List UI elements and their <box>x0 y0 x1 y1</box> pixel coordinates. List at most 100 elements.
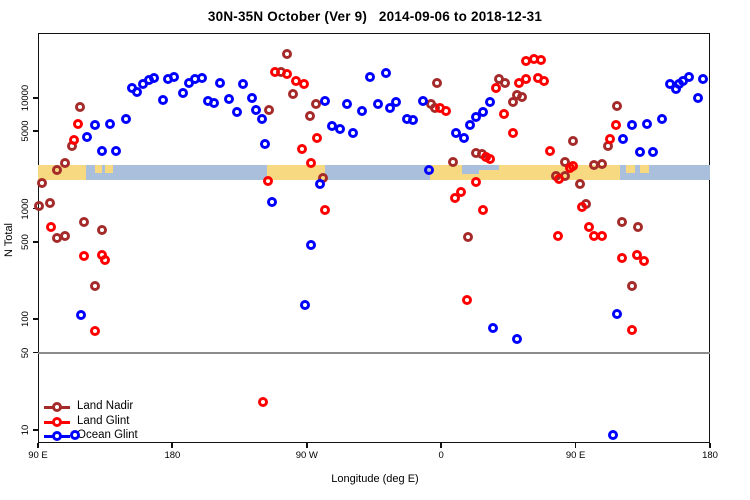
data-point-ocean-glint <box>684 71 695 82</box>
data-point-land-glint <box>610 119 621 130</box>
data-point-ocean-glint <box>464 119 475 130</box>
data-point-ocean-glint <box>131 87 142 98</box>
data-point-ocean-glint <box>237 79 248 90</box>
data-point-ocean-glint <box>693 93 704 104</box>
data-point-land-glint <box>319 204 330 215</box>
data-point-ocean-glint <box>300 300 311 311</box>
data-point-land-nadir <box>575 178 586 189</box>
data-point-land-nadir <box>89 280 100 291</box>
data-point-ocean-glint <box>418 95 429 106</box>
data-point-ocean-glint <box>315 178 326 189</box>
data-point-ocean-glint <box>246 92 257 103</box>
data-point-ocean-glint <box>348 128 359 139</box>
data-point-land-glint <box>491 83 502 94</box>
legend-item-land-glint: Land Glint <box>44 415 154 429</box>
data-point-land-glint <box>604 134 615 145</box>
y-tick-label: 1000 <box>20 198 31 220</box>
data-point-land-nadir <box>588 160 599 171</box>
x-axis-tick <box>171 443 174 448</box>
data-point-land-glint <box>470 176 481 187</box>
data-point-land-glint <box>478 204 488 215</box>
y-axis-label: N Total <box>3 222 15 258</box>
data-point-ocean-glint <box>319 95 330 106</box>
map-band-land <box>267 165 325 180</box>
data-point-land-glint <box>597 230 608 241</box>
data-point-land-glint <box>552 230 563 241</box>
plot-area-box <box>38 33 710 443</box>
data-point-ocean-glint <box>97 146 108 157</box>
data-point-land-nadir <box>567 136 578 147</box>
data-point-ocean-glint <box>627 119 638 130</box>
data-point-ocean-glint <box>512 333 523 344</box>
map-band-island <box>639 165 649 174</box>
data-point-ocean-glint <box>342 99 353 110</box>
data-point-ocean-glint <box>89 119 100 130</box>
data-point-land-glint <box>79 250 90 261</box>
data-point-ocean-glint <box>251 104 262 115</box>
chart-title: 30N-35N October (Ver 9) 2014-09-06 to 20… <box>207 9 543 24</box>
legend-label: Ocean Glint <box>77 429 138 441</box>
map-band-land <box>38 165 86 180</box>
legend-marker-ring <box>52 416 62 427</box>
data-point-land-glint <box>567 160 578 171</box>
data-point-land-nadir <box>79 216 90 227</box>
map-band-sea-notch <box>462 165 479 174</box>
data-point-land-glint <box>507 128 518 139</box>
data-point-ocean-glint <box>231 106 242 117</box>
data-point-ocean-glint <box>110 146 121 157</box>
legend-label: Land Nadir <box>77 400 134 412</box>
data-point-land-nadir <box>463 231 474 242</box>
data-point-land-glint <box>576 201 587 212</box>
x-tick-label: 0 <box>438 450 444 461</box>
data-point-ocean-glint <box>121 113 132 124</box>
data-point-ocean-glint <box>407 114 418 125</box>
data-point-land-glint <box>100 254 111 265</box>
data-point-land-nadir <box>37 178 48 189</box>
data-point-land-glint <box>73 119 84 130</box>
data-point-ocean-glint <box>177 87 188 98</box>
data-point-land-glint <box>498 108 509 119</box>
data-point-land-nadir <box>59 231 70 242</box>
y-axis-tick <box>33 429 38 431</box>
y-axis-tick <box>33 351 38 354</box>
y-axis-tick <box>33 318 38 321</box>
y-tick-label: 10 <box>20 424 31 436</box>
data-point-ocean-glint <box>267 196 278 207</box>
data-point-ocean-glint <box>76 309 87 320</box>
data-point-land-glint <box>258 396 269 407</box>
data-point-land-nadir <box>282 48 293 59</box>
data-point-ocean-glint <box>612 309 623 320</box>
data-point-land-nadir <box>516 91 527 102</box>
data-point-ocean-glint <box>391 96 402 107</box>
x-tick-label: 90 W <box>295 450 318 461</box>
data-point-ocean-glint <box>470 111 481 122</box>
data-point-ocean-glint <box>197 73 208 84</box>
x-axis-label: Longitude (deg E) <box>331 473 419 485</box>
data-point-ocean-glint <box>257 113 267 124</box>
data-point-land-glint <box>455 186 466 197</box>
data-point-land-nadir <box>612 101 623 112</box>
data-point-ocean-glint <box>607 430 618 441</box>
data-point-land-glint <box>68 135 79 146</box>
legend-marker-ring <box>52 431 62 441</box>
data-point-ocean-glint <box>458 133 469 144</box>
map-band-sea-notch <box>479 165 500 171</box>
data-point-ocean-glint <box>697 74 708 85</box>
data-point-land-glint <box>282 68 293 79</box>
legend-label: Land Glint <box>77 414 130 427</box>
x-tick-label: 90 E <box>28 450 48 461</box>
data-point-ocean-glint <box>478 106 488 117</box>
data-point-land-glint <box>449 192 460 203</box>
data-point-land-nadir <box>44 197 55 208</box>
data-point-ocean-glint <box>306 239 317 250</box>
data-point-land-glint <box>262 176 273 187</box>
x-axis-tick <box>574 443 577 448</box>
x-axis-tick <box>37 443 39 448</box>
data-point-land-glint <box>554 174 565 185</box>
x-axis-tick <box>305 443 308 448</box>
data-point-land-nadir <box>304 111 315 122</box>
data-point-land-glint <box>89 325 100 336</box>
data-point-ocean-glint <box>618 134 629 145</box>
data-point-ocean-glint <box>259 139 270 150</box>
